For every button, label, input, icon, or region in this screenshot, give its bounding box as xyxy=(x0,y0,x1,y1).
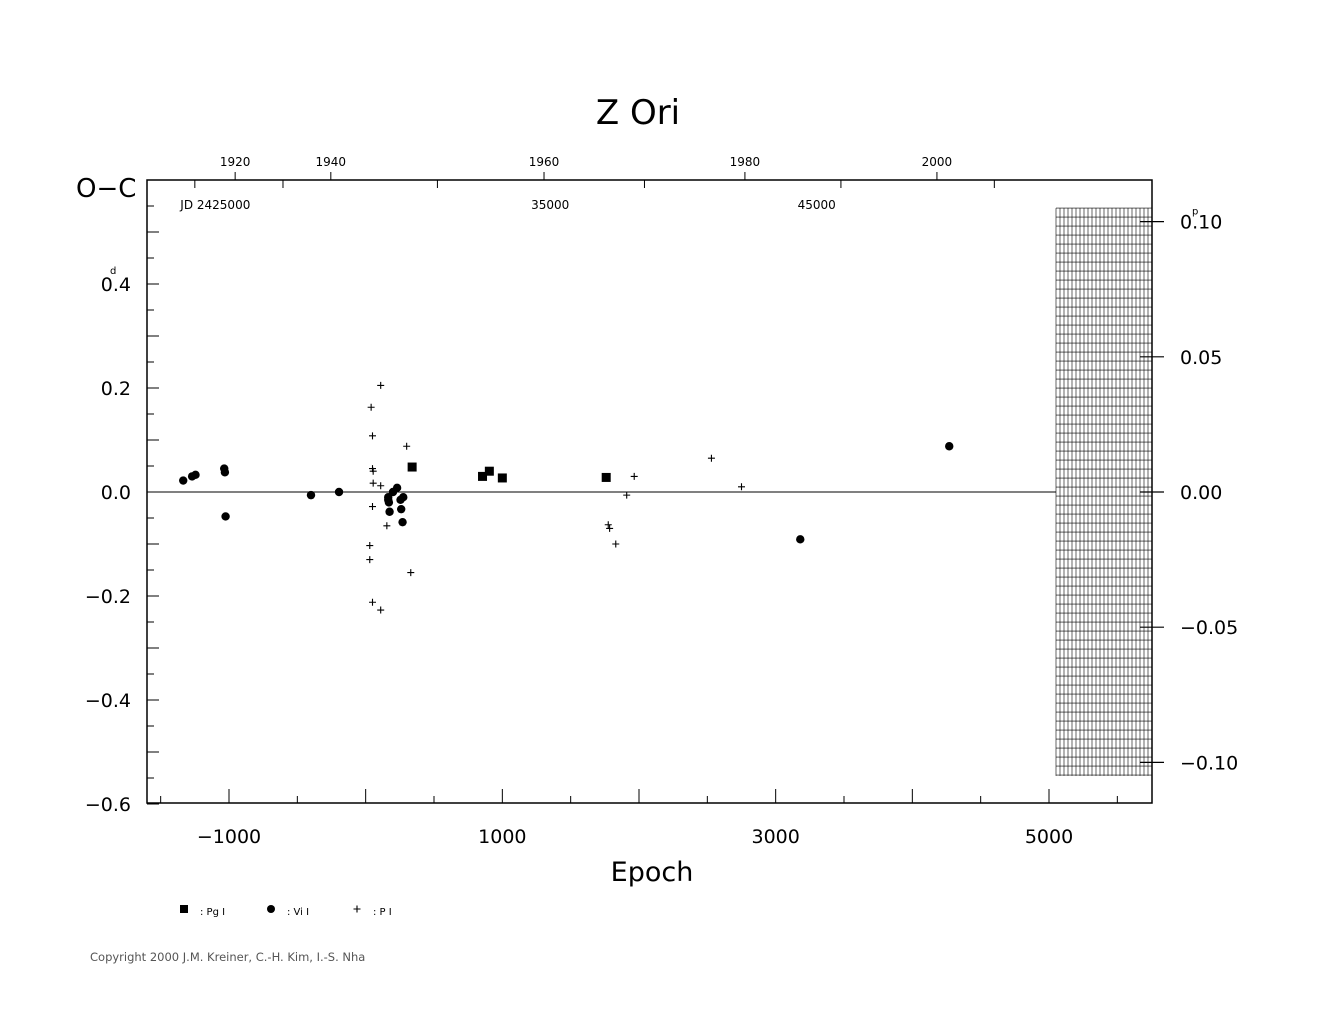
legend-label: : Vi I xyxy=(287,907,309,918)
jd-label: 35000 xyxy=(531,198,569,212)
jd-label: JD 2425000 xyxy=(179,198,250,212)
data-point-plus xyxy=(369,503,376,511)
y-tick-label: −0.6 xyxy=(85,794,131,816)
data-point-circle xyxy=(397,504,406,514)
right-tick-label: −0.10 xyxy=(1180,752,1238,774)
chart-title: Z Ori xyxy=(596,93,680,133)
y-tick-label: −0.2 xyxy=(85,586,131,608)
jd-label: 45000 xyxy=(798,198,836,212)
data-point-plus xyxy=(623,491,631,499)
data-point-circle xyxy=(334,487,344,497)
x-axis-label: Epoch xyxy=(611,857,694,888)
data-point-square xyxy=(484,466,494,476)
data-point-plus xyxy=(383,522,391,530)
x-tick-label: 1000 xyxy=(478,826,526,848)
legend-plus-marker xyxy=(353,905,361,913)
year-label: 1940 xyxy=(316,155,347,169)
data-point-circle xyxy=(399,493,408,502)
y-axis-label: O−C xyxy=(76,174,136,204)
data-point-plus xyxy=(604,521,612,529)
right-tick-label: −0.05 xyxy=(1180,617,1238,639)
data-point-circle xyxy=(220,468,230,477)
right-unit-mark: p xyxy=(1192,207,1198,218)
data-point-plus xyxy=(377,381,385,389)
y-tick-label: 0.4 xyxy=(101,274,131,296)
data-point-plus xyxy=(367,403,375,411)
data-point-square xyxy=(407,462,417,472)
y-tick-label: −0.4 xyxy=(85,690,131,712)
data-point-plus xyxy=(707,454,715,462)
right-tick-label: 0.05 xyxy=(1180,347,1222,369)
data-point-square xyxy=(478,471,488,481)
data-point-circle xyxy=(398,517,407,527)
year-label: 2000 xyxy=(922,155,953,169)
data-point-circle xyxy=(392,483,402,493)
data-point-plus xyxy=(369,479,377,487)
legend-label: : P I xyxy=(373,907,392,918)
data-point-circle xyxy=(179,476,188,485)
data-point-circle xyxy=(384,498,394,507)
x-tick-label: 5000 xyxy=(1025,826,1073,848)
data-point-circle xyxy=(221,512,230,521)
data-point-plus xyxy=(407,569,415,577)
data-point-plus xyxy=(377,606,385,614)
legend-square-marker xyxy=(180,905,188,913)
data-point-plus xyxy=(738,483,745,491)
y-tick-label: 0.0 xyxy=(101,482,131,504)
data-point-circle xyxy=(306,490,316,500)
data-point-plus xyxy=(369,432,376,440)
year-label: 1920 xyxy=(220,155,251,169)
data-point-plus xyxy=(366,556,374,564)
legend-label: : Pg I xyxy=(200,907,225,918)
data-point-plus xyxy=(369,467,377,475)
data-point-circle xyxy=(385,507,394,516)
data-point-circle xyxy=(945,442,954,451)
plot-area: −0.6 −0.4 −0.2 0.0 0.2 0.4d 0.10 0.05 0.00 −0.05 −… xyxy=(85,155,1238,918)
right-tick-label: 0.00 xyxy=(1180,482,1222,504)
y-unit-mark: d xyxy=(110,266,116,277)
data-point-plus xyxy=(369,598,376,606)
y-tick-label: 0.2 xyxy=(101,378,131,400)
data-point-square xyxy=(601,472,611,482)
data-point-plus xyxy=(377,482,385,490)
data-point-plus xyxy=(606,524,614,532)
copyright-text: Copyright 2000 J.M. Kreiner, C.-H. Kim, … xyxy=(90,950,365,964)
data-point-plus xyxy=(612,540,620,548)
year-label: 1980 xyxy=(730,155,761,169)
data-point-plus xyxy=(403,442,411,450)
year-label: 1960 xyxy=(529,155,560,169)
data-point-plus xyxy=(630,472,638,480)
x-tick-label: −1000 xyxy=(197,826,261,848)
x-tick-label: 3000 xyxy=(751,826,799,848)
data-point-circle xyxy=(796,535,805,544)
data-point-circle xyxy=(191,470,200,480)
data-point-square xyxy=(497,473,507,483)
legend-circle-marker xyxy=(267,905,275,913)
data-point-plus xyxy=(366,542,374,550)
right-tick-label: 0.10 xyxy=(1180,212,1222,234)
